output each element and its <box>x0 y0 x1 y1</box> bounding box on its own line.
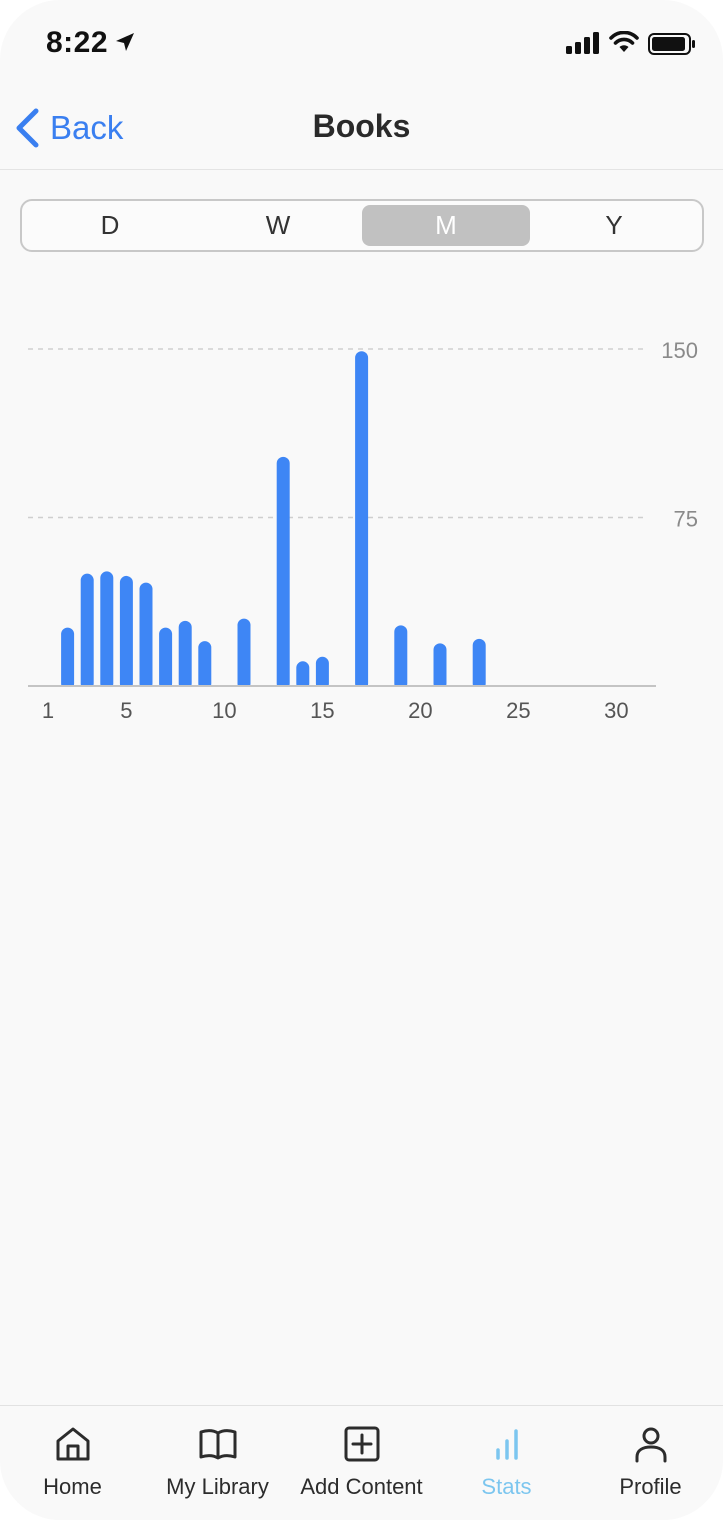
tab-profile-label: Profile <box>619 1474 682 1499</box>
home-icon <box>56 1427 89 1461</box>
bar-day-14 <box>296 661 310 690</box>
status-bar: 8:22 <box>0 0 723 90</box>
tab-stats[interactable]: Stats <box>434 1406 579 1516</box>
chevron-left-icon <box>16 108 39 148</box>
bar-day-5 <box>119 575 133 690</box>
bar-day-23 <box>472 638 486 690</box>
bar-day-6 <box>139 582 153 690</box>
bar-day-8 <box>178 620 192 690</box>
back-button[interactable]: Back <box>14 106 123 150</box>
page-title: Books <box>312 108 411 144</box>
tab-home[interactable]: Home <box>0 1406 145 1516</box>
tab-my-library[interactable]: My Library <box>145 1406 290 1516</box>
x-tick-label: 10 <box>212 698 236 723</box>
bar-day-11 <box>237 618 251 690</box>
tab-bar: Home My Library Add Content Stats <box>0 1405 723 1520</box>
tab-add-content-label: Add Content <box>300 1474 423 1499</box>
battery-icon <box>648 33 695 55</box>
bar-day-13 <box>276 456 290 690</box>
axis-mask <box>28 687 656 695</box>
bar-day-3 <box>80 573 94 690</box>
segment-month[interactable]: M <box>362 205 530 246</box>
cellular-signal-icon <box>566 32 599 54</box>
x-tick-label: 20 <box>408 698 432 723</box>
x-tick-label: 5 <box>120 698 132 723</box>
period-segmented-control: D W M Y <box>20 199 704 252</box>
x-tick-label: 1 <box>42 698 54 723</box>
bar-day-9 <box>198 641 212 690</box>
tab-add-content[interactable]: Add Content <box>289 1406 434 1516</box>
tab-my-library-label: My Library <box>166 1474 269 1499</box>
bar-day-17 <box>355 351 369 690</box>
back-label: Back <box>50 109 124 146</box>
wifi-icon <box>609 31 639 52</box>
x-tick-label: 30 <box>604 698 628 723</box>
x-tick-label: 15 <box>310 698 334 723</box>
location-arrow-icon <box>116 33 134 51</box>
segment-year[interactable]: Y <box>605 210 623 240</box>
tab-home-label: Home <box>43 1474 102 1499</box>
plus-square-icon <box>344 1426 379 1462</box>
bar-day-7 <box>159 627 173 690</box>
bar-day-15 <box>315 656 329 690</box>
navigation-bar: Back Books <box>0 90 723 170</box>
tab-profile[interactable]: Profile <box>578 1406 723 1516</box>
segment-week[interactable]: W <box>265 210 291 240</box>
bar-day-21 <box>433 643 447 690</box>
y-tick-label: 75 <box>674 507 698 532</box>
y-tick-label: 150 <box>661 338 698 363</box>
status-time: 8:22 <box>46 26 109 59</box>
person-icon <box>635 1427 666 1463</box>
bar-day-19 <box>394 625 408 690</box>
x-tick-label: 25 <box>506 698 530 723</box>
segment-day[interactable]: D <box>100 210 120 240</box>
stats-icon <box>495 1429 518 1460</box>
tab-stats-label: Stats <box>481 1474 532 1499</box>
book-icon <box>199 1429 236 1460</box>
books-bar-chart: 75 150 1 5 10 15 20 25 30 <box>0 320 723 740</box>
bar-day-4 <box>100 571 114 690</box>
bar-day-2 <box>61 627 75 690</box>
